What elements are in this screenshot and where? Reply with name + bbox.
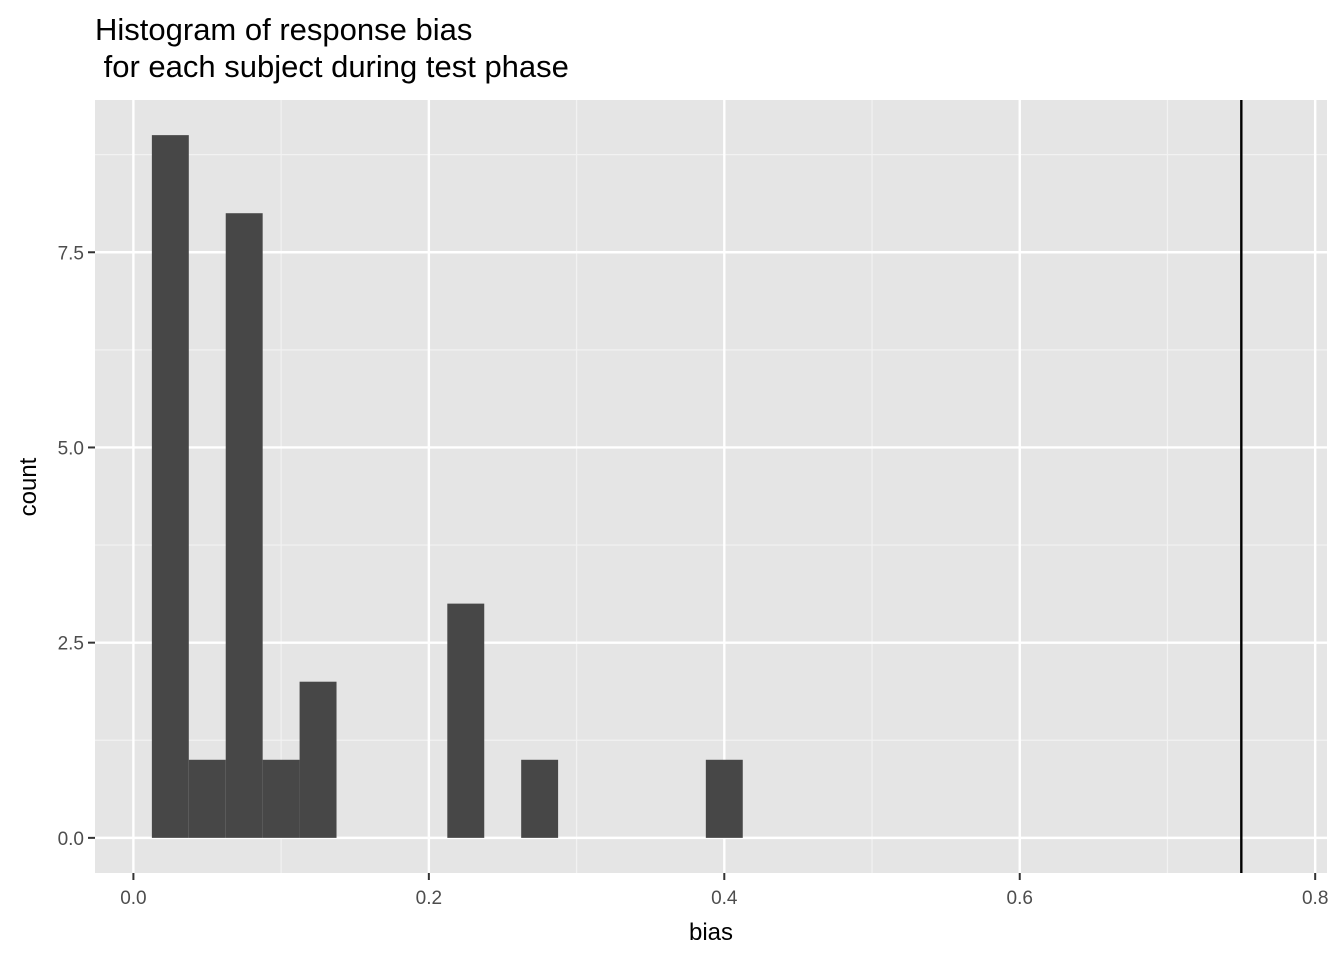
y-tick-label: 7.5 — [58, 243, 84, 264]
bar — [151, 135, 189, 838]
chart-title: for each subject during test phase — [95, 49, 569, 84]
x-tick-label: 0.0 — [120, 888, 146, 909]
y-tick-label: 5.0 — [58, 438, 84, 459]
bar — [262, 759, 300, 838]
x-tick-label: 0.8 — [1302, 888, 1328, 909]
bar — [299, 681, 337, 838]
y-axis-label: count — [15, 457, 42, 516]
bar — [447, 603, 485, 838]
x-axis-label: bias — [689, 919, 733, 946]
x-tick-label: 0.6 — [1007, 888, 1033, 909]
bar — [188, 759, 226, 838]
bar — [705, 759, 743, 838]
chart-title: Histogram of response bias — [95, 12, 472, 47]
bar — [521, 759, 559, 838]
panel — [95, 100, 1327, 873]
x-tick-label: 0.4 — [711, 888, 738, 909]
y-tick-label: 2.5 — [58, 634, 84, 655]
x-tick-label: 0.2 — [416, 888, 442, 909]
y-tick-label: 0.0 — [58, 829, 84, 850]
bar — [225, 213, 263, 838]
